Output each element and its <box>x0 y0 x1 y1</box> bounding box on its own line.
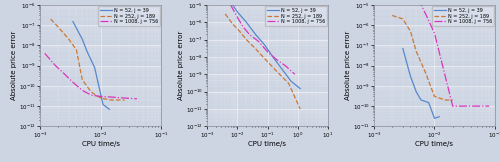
N = 1008, j = 756 <box>122 97 128 99</box>
X-axis label: CPU time/s: CPU time/s <box>416 141 454 147</box>
N = 1008, j = 756 <box>450 105 456 107</box>
Legend: N = 52, j = 39, N = 252, j = 189, N = 1008, j = 756: N = 52, j = 39, N = 252, j = 189, N = 10… <box>98 6 160 26</box>
N = 1008, j = 756 <box>61 73 67 75</box>
N = 252, j = 189 <box>442 99 448 101</box>
N = 252, j = 189 <box>244 39 250 40</box>
N = 52, j = 39 <box>408 75 414 77</box>
Line: N = 252, j = 189: N = 252, j = 189 <box>225 14 300 109</box>
N = 52, j = 39 <box>228 1 234 3</box>
N = 52, j = 39 <box>234 11 240 13</box>
N = 1008, j = 756 <box>234 16 240 18</box>
N = 52, j = 39 <box>436 116 442 118</box>
Line: N = 1008, j = 756: N = 1008, j = 756 <box>45 53 137 99</box>
N = 1008, j = 756 <box>422 12 428 14</box>
N = 52, j = 39 <box>244 21 250 23</box>
N = 252, j = 189 <box>122 99 128 101</box>
N = 252, j = 189 <box>400 18 406 20</box>
N = 52, j = 39 <box>426 102 432 104</box>
N = 52, j = 39 <box>84 51 90 52</box>
N = 252, j = 189 <box>80 79 86 81</box>
N = 1008, j = 756 <box>108 96 114 98</box>
N = 252, j = 189 <box>450 99 456 101</box>
Line: N = 52, j = 39: N = 52, j = 39 <box>230 2 300 89</box>
N = 252, j = 189 <box>262 58 268 60</box>
X-axis label: CPU time/s: CPU time/s <box>82 141 120 147</box>
N = 252, j = 189 <box>108 99 114 101</box>
N = 1008, j = 756 <box>42 52 48 54</box>
Line: N = 52, j = 39: N = 52, j = 39 <box>403 48 440 118</box>
Y-axis label: Absolute price error: Absolute price error <box>346 31 352 100</box>
N = 1008, j = 756 <box>264 51 270 53</box>
Line: N = 252, j = 189: N = 252, j = 189 <box>392 15 452 100</box>
N = 252, j = 189 <box>222 13 228 15</box>
Y-axis label: Absolute price error: Absolute price error <box>178 31 184 100</box>
N = 252, j = 189 <box>389 14 395 16</box>
Line: N = 1008, j = 756: N = 1008, j = 756 <box>230 5 295 74</box>
N = 52, j = 39 <box>270 56 276 58</box>
N = 252, j = 189 <box>432 95 438 97</box>
N = 52, j = 39 <box>262 44 268 46</box>
N = 252, j = 189 <box>230 23 235 25</box>
N = 252, j = 189 <box>286 82 292 84</box>
Line: N = 1008, j = 756: N = 1008, j = 756 <box>403 0 489 106</box>
N = 252, j = 189 <box>408 30 414 32</box>
N = 52, j = 39 <box>414 91 420 93</box>
N = 1008, j = 756 <box>292 73 298 75</box>
N = 52, j = 39 <box>70 21 76 23</box>
N = 1008, j = 756 <box>282 65 288 67</box>
N = 252, j = 189 <box>414 51 420 52</box>
N = 1008, j = 756 <box>486 105 492 107</box>
N = 1008, j = 756 <box>240 25 246 27</box>
N = 1008, j = 756 <box>52 65 59 67</box>
N = 1008, j = 756 <box>98 95 103 97</box>
N = 52, j = 39 <box>400 47 406 49</box>
Legend: N = 52, j = 39, N = 252, j = 189, N = 1008, j = 756: N = 52, j = 39, N = 252, j = 189, N = 10… <box>432 6 494 26</box>
N = 52, j = 39 <box>80 38 86 40</box>
N = 252, j = 189 <box>236 30 242 32</box>
N = 52, j = 39 <box>297 88 303 90</box>
N = 252, j = 189 <box>422 71 428 73</box>
N = 1008, j = 756 <box>88 94 94 96</box>
N = 252, j = 189 <box>274 70 280 72</box>
N = 52, j = 39 <box>100 104 106 105</box>
N = 252, j = 189 <box>74 49 80 51</box>
N = 252, j = 189 <box>88 91 94 93</box>
N = 52, j = 39 <box>432 117 438 119</box>
N = 1008, j = 756 <box>274 59 280 61</box>
X-axis label: CPU time/s: CPU time/s <box>248 141 286 147</box>
N = 52, j = 39 <box>279 68 285 70</box>
N = 1008, j = 756 <box>256 40 262 42</box>
N = 252, j = 189 <box>98 97 103 99</box>
Y-axis label: Absolute price error: Absolute price error <box>12 31 18 100</box>
N = 1008, j = 756 <box>228 4 234 6</box>
N = 1008, j = 756 <box>246 33 252 35</box>
N = 252, j = 189 <box>252 48 258 50</box>
N = 1008, j = 756 <box>468 105 474 107</box>
N = 52, j = 39 <box>106 108 112 110</box>
N = 252, j = 189 <box>55 26 61 28</box>
N = 252, j = 189 <box>66 38 72 40</box>
N = 1008, j = 756 <box>70 81 76 83</box>
Line: N = 52, j = 39: N = 52, j = 39 <box>73 22 110 109</box>
Line: N = 252, j = 189: N = 252, j = 189 <box>50 19 124 100</box>
N = 1008, j = 756 <box>80 89 86 91</box>
N = 52, j = 39 <box>288 80 294 82</box>
N = 52, j = 39 <box>418 99 424 101</box>
N = 52, j = 39 <box>252 33 258 35</box>
N = 252, j = 189 <box>48 18 54 20</box>
Legend: N = 52, j = 39, N = 252, j = 189, N = 1008, j = 756: N = 52, j = 39, N = 252, j = 189, N = 10… <box>266 6 327 26</box>
N = 1008, j = 756 <box>134 98 140 100</box>
N = 52, j = 39 <box>92 67 98 69</box>
N = 1008, j = 756 <box>432 32 438 34</box>
N = 252, j = 189 <box>297 108 303 110</box>
